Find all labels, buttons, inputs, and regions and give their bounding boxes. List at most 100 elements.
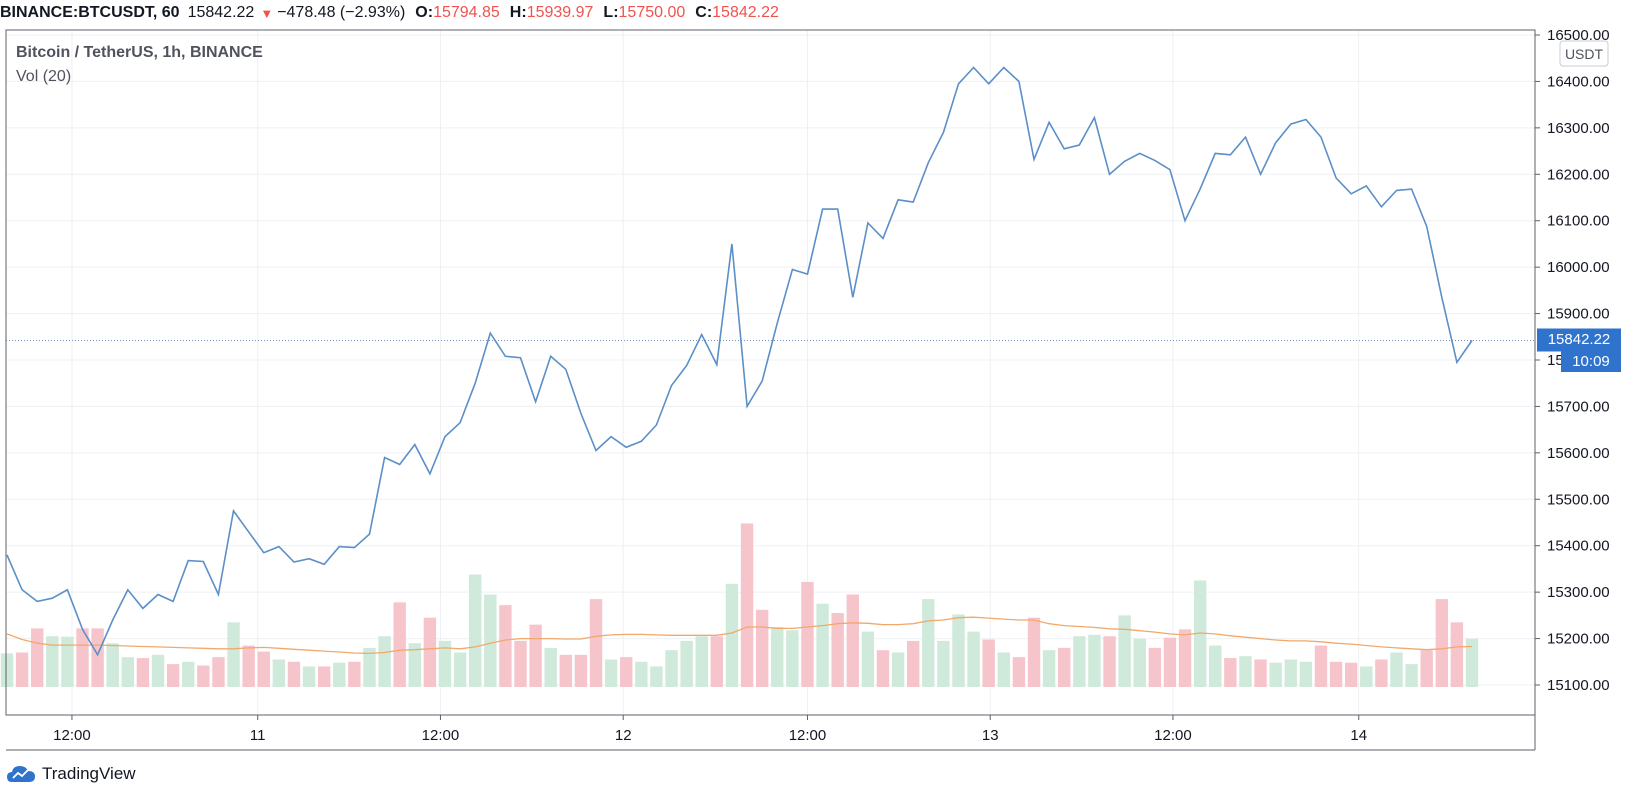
volume-bar	[967, 631, 980, 687]
volume-bar	[1299, 661, 1313, 687]
volume-bar	[544, 647, 557, 687]
volume-bar	[1390, 652, 1403, 687]
price-tick-label: 16000.00	[1547, 259, 1610, 276]
volume-bar	[121, 657, 135, 687]
volume-bar	[242, 645, 255, 687]
volume-bar	[1163, 637, 1177, 687]
last-value: 15842.22	[187, 4, 255, 21]
volume-bar	[589, 599, 603, 687]
volume-bar	[1344, 662, 1358, 687]
volume-bar	[1042, 650, 1056, 687]
volume-bar	[1360, 666, 1373, 687]
volume-bar	[997, 652, 1010, 687]
volume-bar	[1103, 636, 1116, 687]
volume-bar	[1012, 657, 1026, 687]
volume-bar	[197, 665, 210, 687]
volume-bar	[1118, 615, 1131, 687]
volume-bar	[876, 650, 890, 687]
volume-bar	[574, 654, 588, 687]
volume-bar	[1329, 661, 1343, 687]
volume-bar	[1088, 634, 1101, 687]
volume-bar	[1405, 664, 1418, 687]
volume-bar	[1465, 638, 1479, 687]
high-label: H:	[509, 4, 527, 21]
price-tick-label: 16500.00	[1547, 27, 1610, 44]
change-value: −478.48 (−2.93%)	[277, 4, 406, 21]
volume-bar	[1254, 659, 1267, 687]
price-tick-label: 16300.00	[1547, 120, 1610, 137]
time-tick-label: 12	[615, 727, 632, 744]
volume-bar	[1133, 638, 1146, 687]
volume-legend[interactable]: Vol (20)	[16, 68, 72, 85]
volume-bar	[1375, 659, 1388, 687]
volume-bar	[1193, 580, 1207, 687]
volume-bar	[1027, 617, 1041, 687]
volume-bar	[378, 636, 391, 687]
volume-bar	[484, 594, 497, 687]
volume-bar	[393, 602, 406, 687]
volume-bar	[786, 630, 799, 687]
volume-bar	[801, 581, 814, 687]
currency-badge[interactable]: USDT	[1559, 40, 1609, 67]
volume-bar	[333, 662, 346, 687]
volume-bar	[31, 628, 44, 687]
volume-bar	[1224, 658, 1237, 687]
volume-bar	[1420, 650, 1433, 687]
volume-bar	[15, 652, 29, 687]
volume-bar	[635, 661, 648, 687]
brand-name: TradingView	[42, 764, 136, 783]
price-tick-label: 15100.00	[1547, 677, 1610, 694]
volume-bar	[620, 657, 633, 687]
volume-bar	[680, 640, 693, 687]
volume-bar	[408, 643, 421, 687]
volume-bar	[695, 636, 708, 687]
volume-bar	[846, 594, 859, 687]
volume-bar	[91, 628, 104, 687]
volume-bar	[272, 659, 286, 687]
time-tick-label: 12:00	[1154, 727, 1192, 744]
volume-bar	[1148, 647, 1162, 687]
open-label: O:	[415, 4, 434, 21]
volume-bar	[755, 609, 769, 687]
volume-bar	[665, 650, 678, 687]
volume-bar	[740, 523, 754, 687]
volume-bar	[650, 666, 663, 687]
symbol-header: BINANCE:BTCUSDT, 60 15842.22 ▼ −478.48 (…	[0, 2, 779, 24]
time-tick-label: 11	[250, 727, 266, 744]
volume-bar	[891, 652, 905, 687]
volume-bar	[1435, 599, 1448, 687]
time-tick-label: 12:00	[789, 727, 827, 744]
volume-bar	[182, 661, 195, 687]
low-value: 15750.00	[618, 4, 686, 21]
price-tick-label: 16400.00	[1547, 73, 1610, 90]
volume-bar	[106, 643, 119, 687]
series-legend-title[interactable]: Bitcoin / TetherUS, 1h, BINANCE	[16, 44, 263, 61]
volume-bar	[212, 657, 225, 687]
last-price-label: 15842.22 10:09	[1537, 328, 1621, 372]
volume-bar	[46, 636, 59, 687]
volume-bar	[725, 583, 739, 687]
volume-bar	[1178, 629, 1192, 687]
volume-bar	[1058, 647, 1071, 687]
volume-bar	[604, 659, 618, 687]
volume-bar	[937, 640, 950, 687]
high-value: 15939.97	[526, 4, 594, 21]
symbol-name[interactable]: BINANCE:BTCUSDT, 60	[0, 4, 180, 21]
price-tick-label: 16200.00	[1547, 166, 1610, 183]
volume-bar	[1450, 622, 1464, 687]
last-price-label-text: 15842.22	[1548, 331, 1611, 348]
time-axis[interactable]: 12:00 11 12:00 12 12:00 13 12:00 14	[53, 715, 1367, 744]
price-tick-label: 15600.00	[1547, 445, 1610, 462]
volume-bar	[529, 624, 542, 687]
volume-bar	[1239, 656, 1252, 687]
volume-bars	[0, 523, 1479, 687]
volume-bar	[257, 651, 270, 687]
volume-bar	[499, 605, 512, 687]
price-tick-label: 15900.00	[1547, 306, 1610, 323]
volume-bar	[952, 614, 965, 687]
tradingview-brand[interactable]: TradingView	[6, 764, 136, 784]
volume-bar	[136, 658, 150, 687]
close-label: C:	[695, 4, 713, 21]
volume-bar	[61, 636, 74, 687]
